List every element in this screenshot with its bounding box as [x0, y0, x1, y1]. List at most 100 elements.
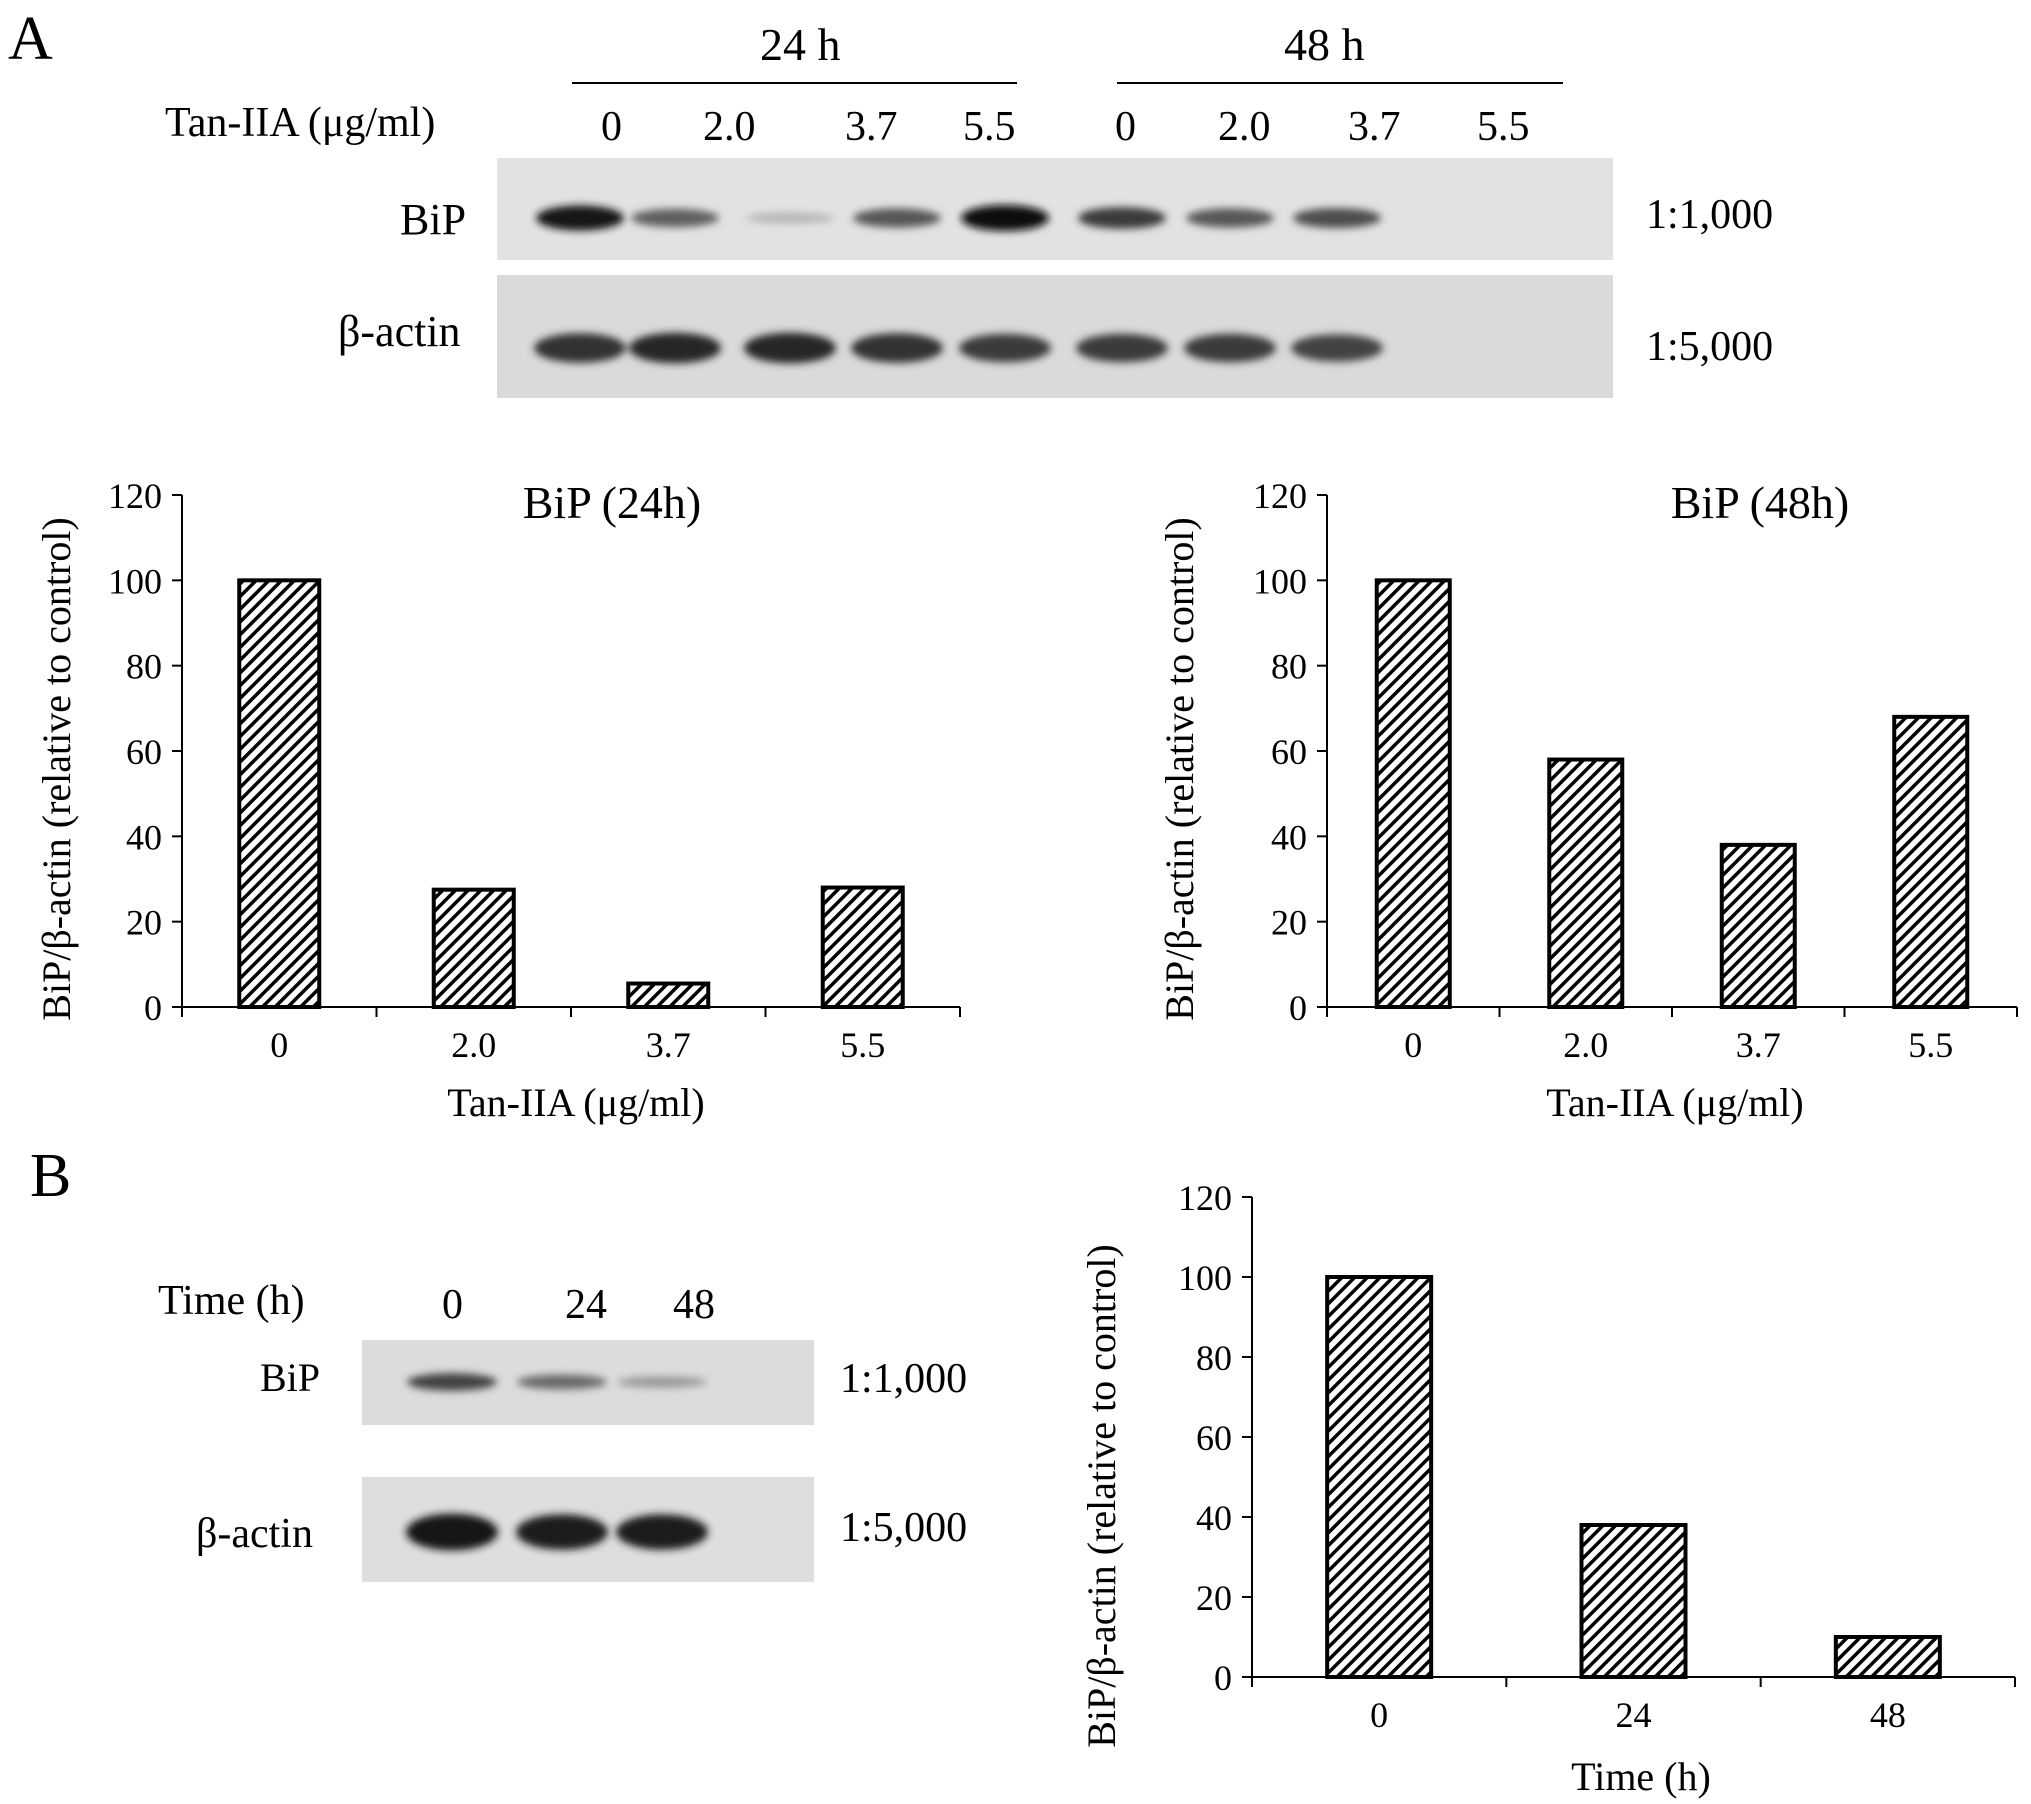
x-tick-label: 2.0 — [1563, 1025, 1608, 1065]
blot-label-bip: BiP — [260, 1355, 321, 1400]
dilution-label-beta-actin: 1:5,000 — [840, 1505, 968, 1551]
chart-bip-time: BiP/β-actin (relative to control) Time (… — [1079, 1178, 2016, 1799]
bip-band — [631, 208, 719, 228]
x-tick-label: 0 — [270, 1025, 288, 1065]
lane-label: 3.7 — [1348, 104, 1401, 150]
lane-label: 24 — [565, 1282, 607, 1328]
group-label-48h: 48 h — [1284, 19, 1365, 70]
bip-band — [961, 205, 1049, 231]
bip-band — [536, 205, 624, 231]
chart-title: BiP (48h) — [1671, 477, 1849, 528]
panel-a-letter: A — [8, 5, 53, 73]
y-tick-label: 100 — [108, 561, 162, 601]
bip-band — [617, 1376, 707, 1388]
bip-blot-strip — [497, 158, 1613, 260]
x-axis-label: Time (h) — [1571, 1754, 1711, 1799]
beta-actin-band — [516, 1514, 608, 1550]
bar — [1547, 757, 1625, 1009]
y-tick-label: 40 — [126, 817, 162, 857]
y-axis-label: BiP/β-actin (relative to control) — [34, 517, 79, 1021]
beta-actin-band — [959, 333, 1051, 363]
x-tick-label: 5.5 — [840, 1025, 885, 1065]
bar — [1374, 578, 1452, 1009]
panel-a-blot-image — [497, 158, 1613, 398]
bar — [820, 885, 905, 1009]
lane-label: 48 — [673, 1282, 715, 1328]
chart-bip-24h: BiP (24h) BiP/β-actin (relative to contr… — [34, 476, 961, 1125]
y-tick-label: 80 — [126, 647, 162, 687]
y-tick-label: 120 — [108, 476, 162, 516]
beta-actin-band — [534, 333, 626, 363]
x-tick-label: 48 — [1870, 1695, 1906, 1735]
y-tick-label: 40 — [1196, 1498, 1232, 1538]
x-tick-label: 2.0 — [451, 1025, 496, 1065]
x-axis-label: Tan-IIA (μg/ml) — [447, 1080, 704, 1125]
lane-label: 5.5 — [1477, 104, 1530, 150]
x-tick-label: 24 — [1616, 1695, 1652, 1735]
x-tick-label: 3.7 — [1736, 1025, 1781, 1065]
group-line-48h — [1117, 82, 1563, 84]
beta-actin-band — [744, 332, 836, 364]
bip-band — [853, 208, 941, 228]
chart-bip-48h: BiP (48h) BiP/β-actin (relative to contr… — [1157, 476, 2018, 1125]
panel-b-blot-image — [362, 1340, 814, 1582]
blot-label-bip: BiP — [400, 195, 467, 244]
bar — [1892, 714, 1970, 1009]
x-tick-label: 0 — [1404, 1025, 1422, 1065]
y-axis-label: BiP/β-actin (relative to control) — [1079, 1244, 1124, 1748]
y-tick-label: 100 — [1253, 561, 1307, 601]
bip-band — [407, 1373, 497, 1391]
y-tick-label: 80 — [1271, 647, 1307, 687]
lane-label: 3.7 — [845, 104, 898, 150]
x-axis-label: Tan-IIA (μg/ml) — [1546, 1080, 1803, 1125]
lane-label: 0 — [442, 1282, 463, 1328]
bar — [1325, 1275, 1434, 1679]
bar — [1579, 1523, 1688, 1679]
lane-label: 0 — [1115, 104, 1136, 150]
bip-band — [517, 1374, 607, 1390]
dilution-label-beta-actin: 1:5,000 — [1646, 324, 1774, 370]
group-line-24h — [572, 82, 1017, 84]
x-tick-label: 5.5 — [1908, 1025, 1953, 1065]
y-tick-label: 100 — [1178, 1258, 1232, 1298]
y-tick-label: 120 — [1253, 476, 1307, 516]
y-tick-label: 0 — [144, 988, 162, 1028]
lane-label: 0 — [601, 104, 622, 150]
bip-band — [1186, 208, 1274, 228]
beta-actin-band — [629, 332, 721, 364]
y-tick-label: 60 — [1271, 732, 1307, 772]
x-tick-label: 3.7 — [646, 1025, 691, 1065]
blot-label-beta-actin: β-actin — [196, 1511, 313, 1557]
y-tick-label: 20 — [1271, 903, 1307, 943]
time-row-label: Time (h) — [158, 1278, 305, 1324]
y-tick-label: 60 — [1196, 1418, 1232, 1458]
dilution-label-bip: 1:1,000 — [840, 1356, 968, 1402]
x-tick-label: 0 — [1370, 1695, 1388, 1735]
y-tick-label: 20 — [1196, 1578, 1232, 1618]
bar — [626, 981, 711, 1009]
beta-actin-band — [851, 333, 943, 363]
y-axis-label: BiP/β-actin (relative to control) — [1157, 517, 1202, 1021]
panel-b-letter: B — [30, 1142, 72, 1210]
beta-actin-band — [616, 1514, 708, 1550]
beta-actin-band — [1184, 333, 1276, 363]
bip-band — [1293, 207, 1381, 229]
tan-iia-row-label: Tan-IIA (μg/ml) — [165, 100, 436, 146]
lane-label: 2.0 — [1218, 104, 1271, 150]
chart-title: BiP (24h) — [523, 477, 701, 528]
y-tick-label: 0 — [1214, 1658, 1232, 1698]
bar — [1719, 842, 1797, 1009]
beta-actin-band — [406, 1513, 498, 1551]
y-tick-label: 80 — [1196, 1338, 1232, 1378]
y-tick-label: 0 — [1289, 988, 1307, 1028]
y-tick-label: 20 — [126, 903, 162, 943]
lane-label: 2.0 — [703, 104, 756, 150]
beta-actin-band — [1076, 333, 1168, 363]
bar — [1833, 1635, 1942, 1679]
group-label-24h: 24 h — [760, 19, 841, 70]
bip-band — [746, 212, 834, 224]
bar — [237, 578, 322, 1009]
y-tick-label: 40 — [1271, 817, 1307, 857]
bip-band — [1078, 207, 1166, 229]
blot-label-beta-actin: β-actin — [338, 307, 461, 356]
